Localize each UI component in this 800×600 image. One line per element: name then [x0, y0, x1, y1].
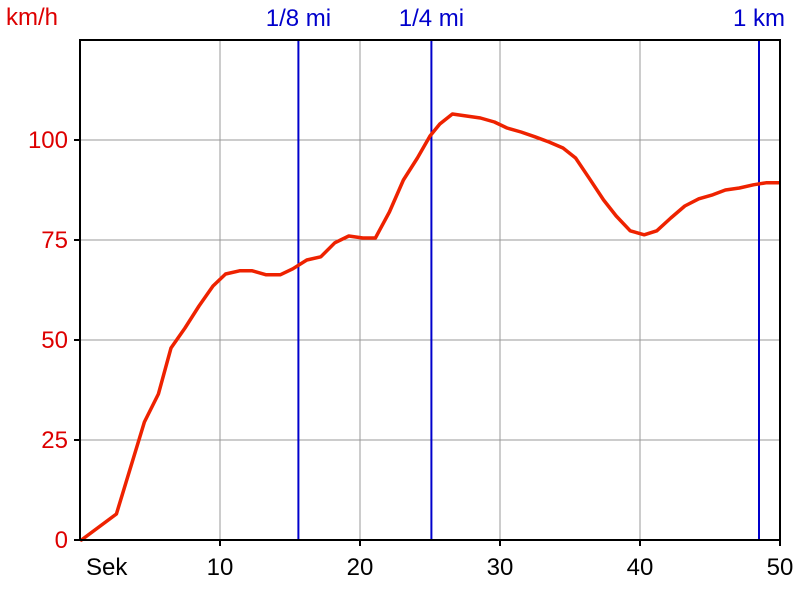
y-tick-label: 25	[41, 427, 68, 454]
y-axis-ticks: 0 25 50 75 100	[28, 127, 80, 554]
grid	[80, 39, 780, 540]
x-tick-label: 50	[767, 554, 794, 581]
speed-series-line	[79, 112, 781, 542]
distance-markers: 1/8 mi 1/4 mi 1 km	[266, 5, 785, 540]
series-layer	[79, 112, 781, 542]
x-axis-label: Sek	[86, 554, 128, 581]
y-tick-label: 50	[41, 327, 68, 354]
y-tick-label: 0	[55, 527, 68, 554]
distance-marker-label: 1/8 mi	[266, 5, 331, 32]
y-tick-label: 100	[28, 127, 68, 154]
x-axis-ticks: 10 20 30 40 50	[207, 540, 794, 581]
plot-frame	[79, 39, 781, 541]
x-tick-label: 40	[627, 554, 654, 581]
y-tick-label: 75	[41, 227, 68, 254]
y-axis-label: km/h	[6, 4, 58, 31]
x-tick-label: 10	[207, 554, 234, 581]
x-tick-label: 20	[347, 554, 374, 581]
x-tick-label: 30	[487, 554, 514, 581]
distance-marker-label: 1 km	[733, 5, 785, 32]
distance-marker-label: 1/4 mi	[399, 5, 464, 32]
